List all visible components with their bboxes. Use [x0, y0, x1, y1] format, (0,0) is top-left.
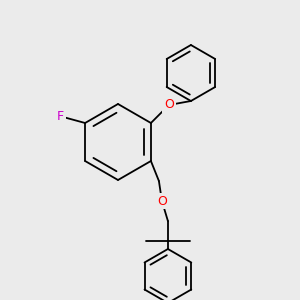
Text: F: F	[56, 110, 64, 124]
Text: O: O	[164, 98, 174, 112]
Text: O: O	[157, 194, 167, 208]
